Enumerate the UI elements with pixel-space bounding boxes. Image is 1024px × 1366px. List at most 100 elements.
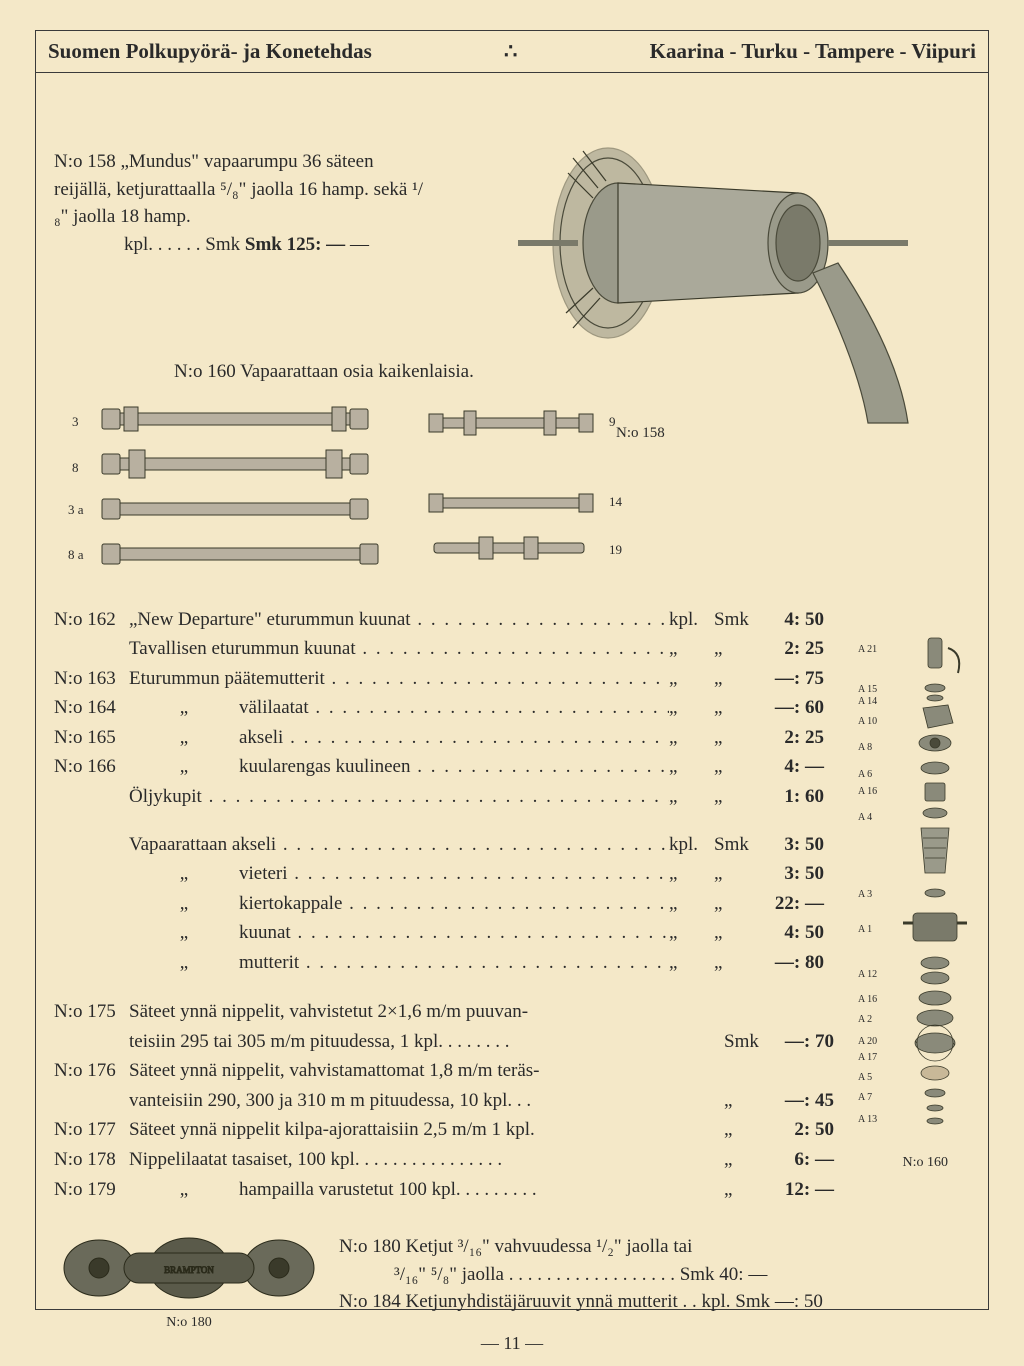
price-list-2: Vapaarattaan akselikpl.Smk3: 50„vieteri„… (54, 831, 824, 977)
spoke-item-number: N:o 179 (54, 1176, 129, 1204)
spoke-row: N:o 178Nippelilaatat tasaiset, 100 kpl. … (54, 1146, 834, 1174)
price-row: N:o 163Eturummun päätemutterit„„—: 75 (54, 665, 824, 693)
spoke-item-number (54, 1087, 129, 1115)
spoke-row: teisiin 295 tai 305 m/m pituudessa, 1 kp… (54, 1028, 834, 1056)
price-description: Tavallisen eturummun kuunat (129, 635, 669, 663)
axle-label-3: 3 (72, 413, 79, 432)
axle-label-8: 8 (72, 459, 79, 478)
price-value: 22: — (764, 890, 824, 918)
spoke-description: Säteet ynnä nippelit, vahvistetut 2×1,6 … (129, 998, 834, 1026)
chain-184-num: N:o 184 (339, 1291, 401, 1312)
price-description: kuularengas kuulineen (239, 753, 669, 781)
price-value: —: 80 (764, 949, 824, 977)
price-item-number: N:o 165 (54, 724, 129, 752)
price-item-number (54, 831, 129, 859)
price-description: „New Departure" eturummun kuunat (129, 606, 669, 634)
price-value: 1: 60 (764, 783, 824, 811)
spoke-currency: Smk (724, 1028, 774, 1056)
exploded-label: A 6 (858, 768, 872, 783)
axle-label-9: 9 (609, 413, 616, 432)
header-left: Suomen Polkupyörä- ja Konetehdas (48, 39, 372, 64)
price-item-number (54, 860, 129, 888)
page-number: — 11 — (481, 1333, 543, 1354)
price-description: Vapaarattaan akseli (129, 831, 669, 859)
page-border: Suomen Polkupyörä- ja Konetehdas ∴ Kaari… (35, 30, 989, 1310)
price-value: —: 60 (764, 694, 824, 722)
price-unit: „ (669, 694, 714, 722)
spoke-item-number: N:o 178 (54, 1146, 129, 1174)
price-currency: „ (714, 949, 764, 977)
page-header: Suomen Polkupyörä- ja Konetehdas ∴ Kaari… (36, 31, 988, 73)
price-ditto: „ (129, 753, 239, 781)
price-row: „mutterit„„—: 80 (54, 949, 824, 977)
price-description: vieteri (239, 860, 669, 888)
price-currency: „ (714, 724, 764, 752)
spoke-row: vanteisiin 290, 300 ja 310 m m pituudess… (54, 1087, 834, 1115)
price-item-number (54, 783, 129, 811)
chain-180-text: Ketjut ³/₁₆" vahvuudessa ¹/₂" jaolla tai (406, 1236, 693, 1257)
price-currency: „ (714, 860, 764, 888)
catalog-page: Suomen Polkupyörä- ja Konetehdas ∴ Kaari… (0, 0, 1024, 1366)
spoke-description: Säteet ynnä nippelit kilpa-ajorattaisiin… (129, 1116, 724, 1144)
price-description: kuunat (239, 919, 669, 947)
exploded-label: A 2 (858, 1013, 872, 1028)
exploded-label: A 14 (858, 695, 877, 710)
axle-label-8a: 8 a (68, 546, 84, 565)
price-row: Öljykupit„„1: 60 (54, 783, 824, 811)
price-ditto: „ (129, 890, 239, 918)
exploded-view-illustration: A 21 A 15 A 14 A 10 A 8 A 6 A 16 A 4 A 3… (853, 633, 973, 1163)
item-158-price: Smk Smk 125: — — (205, 234, 369, 255)
price-currency: „ (714, 665, 764, 693)
price-item-number: N:o 164 (54, 694, 129, 722)
spoke-row: N:o 177Säteet ynnä nippelit kilpa-ajorat… (54, 1116, 834, 1144)
price-currency: „ (714, 635, 764, 663)
price-item-number (54, 949, 129, 977)
price-row: N:o 165„akseli„„2: 25 (54, 724, 824, 752)
spoke-value: —: 45 (774, 1087, 834, 1115)
price-currency: „ (714, 919, 764, 947)
price-currency: „ (714, 890, 764, 918)
price-unit: „ (669, 890, 714, 918)
price-row: „kuunat„„4: 50 (54, 919, 824, 947)
price-unit: „ (669, 919, 714, 947)
price-description: mutterit (239, 949, 669, 977)
spoke-ditto: „ (129, 1176, 239, 1204)
price-row: N:o 162„New Departure" eturummun kuunatk… (54, 606, 824, 634)
price-row: N:o 166„kuularengas kuulineen„„4: — (54, 753, 824, 781)
price-ditto: „ (129, 949, 239, 977)
chain-left: BRAMPTON N:o 180 (54, 1228, 324, 1333)
price-unit: „ (669, 635, 714, 663)
chain-180-line2: ³/₁₆" ⁵/₈" jaolla . . . . . . . . . . . … (394, 1264, 767, 1285)
spoke-currency: „ (724, 1176, 774, 1204)
spoke-item-number: N:o 177 (54, 1116, 129, 1144)
exploded-label: A 10 (858, 715, 877, 730)
chain-180-num: N:o 180 (339, 1236, 401, 1257)
price-unit: „ (669, 753, 714, 781)
spoke-row: N:o 175Säteet ynnä nippelit, vahvistetut… (54, 998, 834, 1026)
price-currency: „ (714, 694, 764, 722)
price-item-number: N:o 163 (54, 665, 129, 693)
spoke-description: Nippelilaatat tasaiset, 100 kpl. . . . .… (129, 1146, 724, 1174)
item-158-dots: . . . . . (158, 234, 201, 255)
axle-label-3a: 3 a (68, 501, 84, 520)
price-unit: „ (669, 783, 714, 811)
price-ditto: „ (129, 724, 239, 752)
price-currency: Smk (714, 606, 764, 634)
price-value: 3: 50 (764, 831, 824, 859)
spoke-description: teisiin 295 tai 305 m/m pituudessa, 1 kp… (129, 1028, 724, 1056)
spoke-description: hampailla varustetut 100 kpl. . . . . . … (239, 1176, 724, 1204)
item-158-number: N:o 158 (54, 151, 116, 172)
exploded-label: A 8 (858, 741, 872, 756)
price-unit: „ (669, 724, 714, 752)
price-value: 4: 50 (764, 919, 824, 947)
spoke-value: 12: — (774, 1176, 834, 1204)
price-item-number (54, 919, 129, 947)
chain-block: BRAMPTON N:o 180 N:o 180 Ketjut ³/₁₆" va… (54, 1228, 970, 1333)
price-row: Tavallisen eturummun kuunat„„2: 25 (54, 635, 824, 663)
price-item-number (54, 635, 129, 663)
price-unit: kpl. (669, 831, 714, 859)
price-value: 2: 25 (764, 635, 824, 663)
price-description: akseli (239, 724, 669, 752)
exploded-label: A 7 (858, 1091, 872, 1106)
exploded-label: A 5 (858, 1071, 872, 1086)
